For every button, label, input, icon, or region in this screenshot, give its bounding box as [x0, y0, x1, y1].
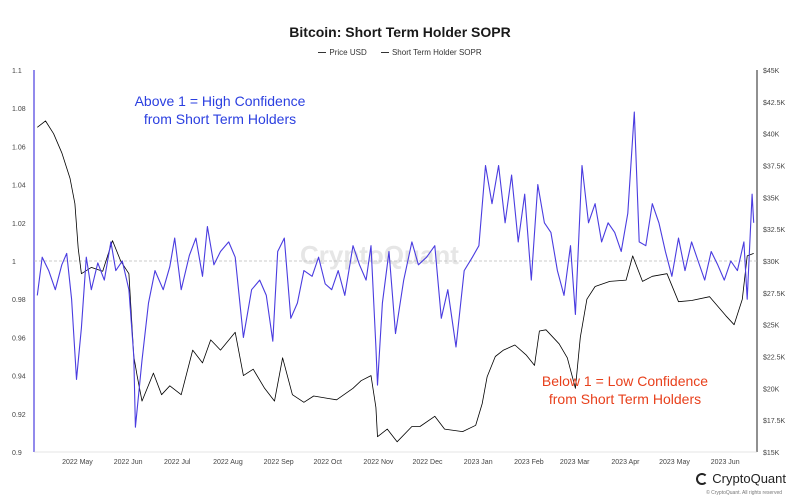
- y-left-tick-label: 1.02: [12, 221, 26, 228]
- y-left-tick-label: 0.92: [12, 412, 26, 419]
- y-right-tick-label: $37.5K: [763, 164, 786, 171]
- x-tick-label: 2022 Nov: [363, 459, 393, 466]
- brand-name: CryptoQuant: [712, 471, 786, 486]
- annotation-above-line: Above 1 = High Confidence: [135, 93, 306, 109]
- legend-label-price: Price USD: [329, 48, 367, 57]
- y-left-tick-label: 1: [12, 259, 16, 266]
- y-left-tick-label: 0.98: [12, 297, 26, 304]
- y-left-tick-label: 0.94: [12, 374, 26, 381]
- y-right-tick-label: $15K: [763, 450, 780, 457]
- y-left-tick-label: 1.08: [12, 106, 26, 113]
- legend-swatch-sopr: [380, 52, 389, 54]
- y-left-tick-label: 0.9: [12, 450, 22, 457]
- y-right-tick-label: $20K: [763, 386, 780, 393]
- x-tick-label: 2023 Feb: [514, 459, 544, 466]
- y-right-tick-label: $42.5K: [763, 100, 786, 107]
- legend: Price USD Short Term Holder SOPR: [0, 48, 800, 57]
- y-right-tick-label: $32.5K: [763, 227, 786, 234]
- x-tick-label: 2022 Jul: [164, 459, 191, 466]
- y-left-tick-label: 1.1: [12, 68, 22, 75]
- x-tick-label: 2022 May: [62, 459, 93, 466]
- annotation-above-line: from Short Term Holders: [144, 111, 296, 127]
- y-right-tick-label: $40K: [763, 132, 780, 139]
- x-tick-label: 2023 Apr: [611, 459, 640, 466]
- y-right-tick-label: $25K: [763, 323, 780, 330]
- legend-label-sopr: Short Term Holder SOPR: [391, 48, 482, 57]
- x-tick-label: 2022 Dec: [413, 459, 443, 466]
- x-tick-label: 2022 Oct: [314, 459, 342, 466]
- annotation-below-line: Below 1 = Low Confidence: [542, 373, 708, 389]
- x-tick-label: 2023 Jun: [711, 459, 740, 466]
- y-right-tick-label: $22.5K: [763, 355, 786, 362]
- y-left-tick-label: 1.06: [12, 144, 26, 151]
- x-tick-label: 2023 Mar: [560, 459, 590, 466]
- legend-item-price[interactable]: Price USD: [318, 48, 369, 57]
- sopr-line: [36, 111, 755, 428]
- x-tick-label: 2022 Sep: [264, 459, 294, 466]
- brand: CryptoQuant: [696, 471, 786, 486]
- annotation-below-line: from Short Term Holders: [549, 391, 701, 407]
- y-left-tick-label: 1.04: [12, 183, 26, 190]
- x-tick-label: 2022 Jun: [114, 459, 143, 466]
- chart-title: Bitcoin: Short Term Holder SOPR: [289, 24, 511, 40]
- legend-swatch-price: [318, 52, 327, 54]
- y-right-tick-label: $27.5K: [763, 291, 786, 298]
- watermark: CryptoQuant: [300, 240, 459, 270]
- y-right-tick-label: $30K: [763, 259, 780, 266]
- y-right-tick-label: $17.5K: [763, 418, 786, 425]
- x-tick-label: 2023 Jan: [464, 459, 493, 466]
- x-tick-label: 2022 Aug: [213, 459, 243, 466]
- y-left-tick-label: 0.96: [12, 335, 26, 342]
- y-right-tick-label: $35K: [763, 195, 780, 202]
- x-tick-label: 2023 May: [659, 459, 690, 466]
- cryptoquant-logo-icon: [696, 472, 709, 485]
- legend-item-sopr[interactable]: Short Term Holder SOPR: [380, 48, 482, 57]
- y-right-tick-label: $45K: [763, 68, 780, 75]
- copyright-text: © CryptoQuant. All rights reserved: [706, 490, 782, 496]
